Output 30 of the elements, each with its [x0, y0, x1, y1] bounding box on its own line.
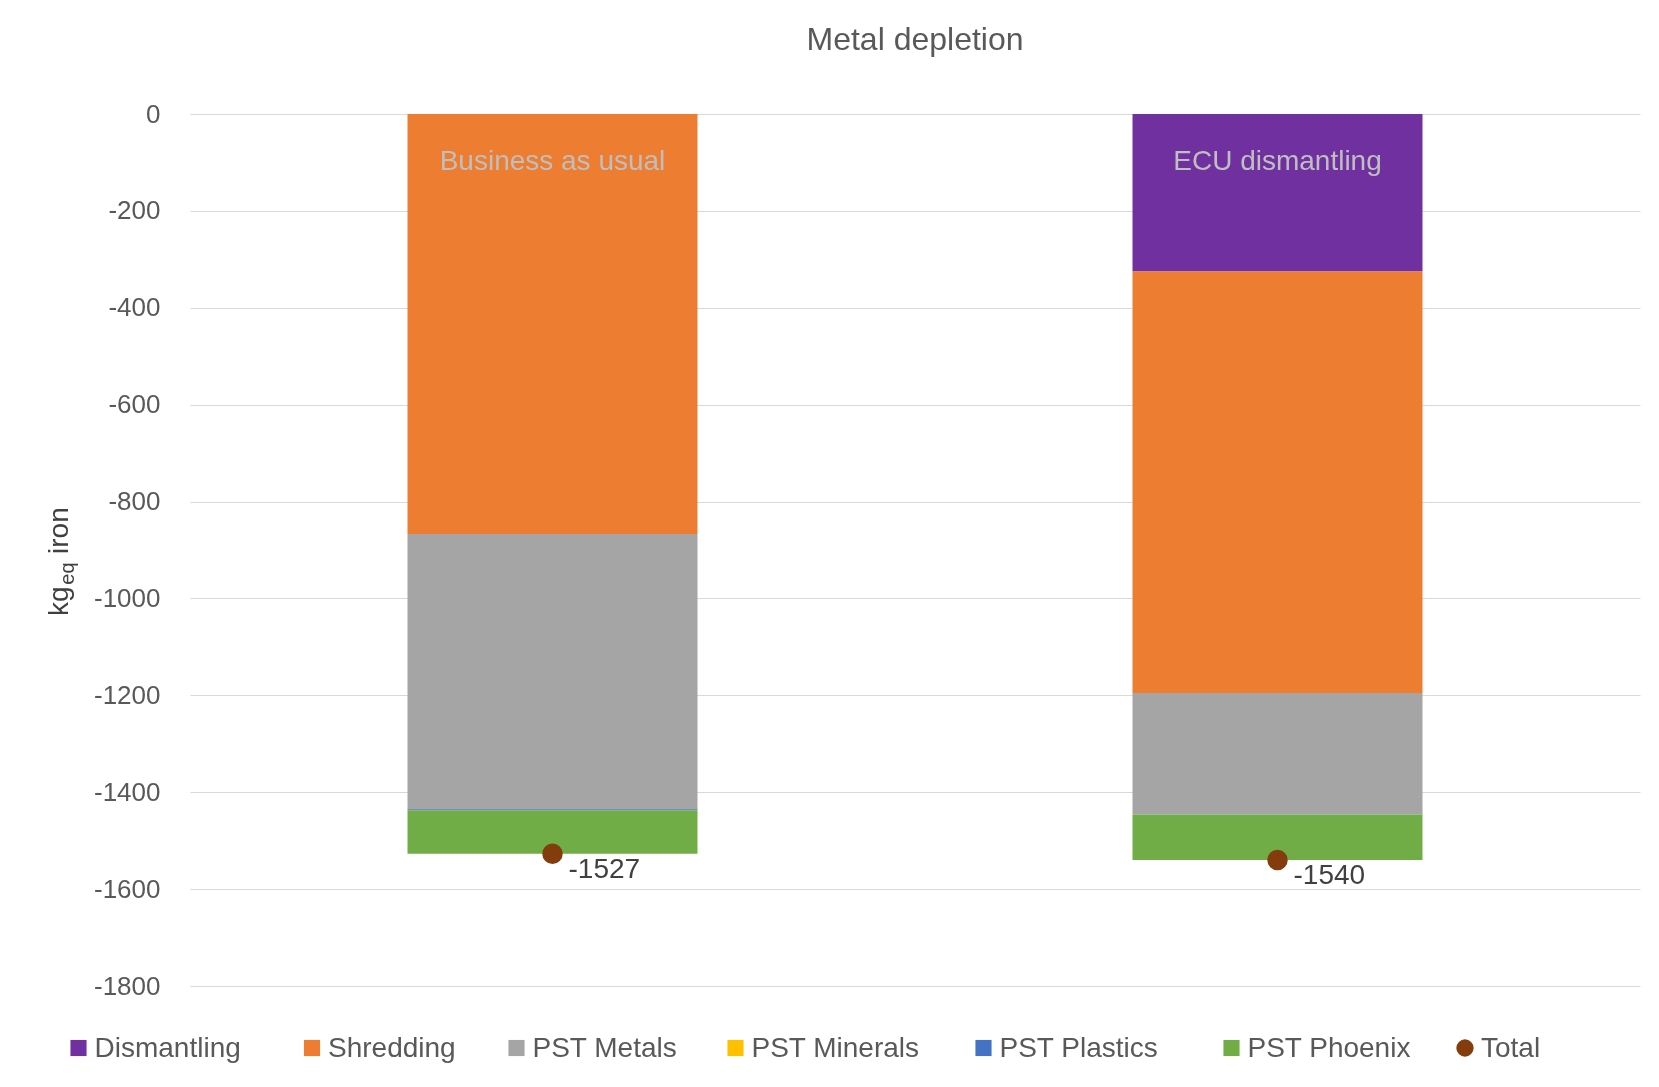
bar: [407, 114, 698, 535]
x-tick-label: Business as usual: [439, 145, 666, 176]
bar: [1132, 271, 1423, 693]
legend-label: PST Minerals: [751, 1032, 920, 1063]
chart-title: Metal depletion: [806, 21, 1024, 57]
x-tick-label: ECU dismantling: [1173, 145, 1382, 176]
bar: [1132, 114, 1423, 272]
legend-label: Total: [1481, 1032, 1541, 1063]
y-axis-title: kgeq iron: [43, 507, 78, 617]
bar: [1132, 814, 1423, 861]
y-tick-label: -1600: [94, 873, 161, 904]
y-tick-label: -600: [108, 389, 161, 420]
y-tick-label: -1800: [94, 970, 161, 1001]
y-tick-label: -200: [108, 195, 161, 226]
legend-label: PST Phoenix: [1247, 1032, 1411, 1063]
legend-label: PST Plastics: [999, 1032, 1158, 1063]
y-tick-label: -1400: [94, 776, 161, 807]
legend-label: PST Metals: [532, 1032, 677, 1063]
y-tick-label: -1200: [94, 679, 161, 710]
y-tick-label: -800: [108, 486, 161, 517]
data-label: -1540: [1293, 859, 1366, 891]
y-tick-label: -400: [108, 292, 161, 323]
legend-label: Shredding: [328, 1032, 456, 1063]
y-tick-label: 0: [146, 98, 161, 129]
bar: [407, 534, 698, 810]
bar: [1132, 692, 1423, 815]
data-label: -1527: [568, 852, 641, 884]
y-tick-label: -1000: [94, 582, 161, 613]
legend-label: Dismantling: [94, 1032, 241, 1063]
bar: [407, 810, 698, 854]
